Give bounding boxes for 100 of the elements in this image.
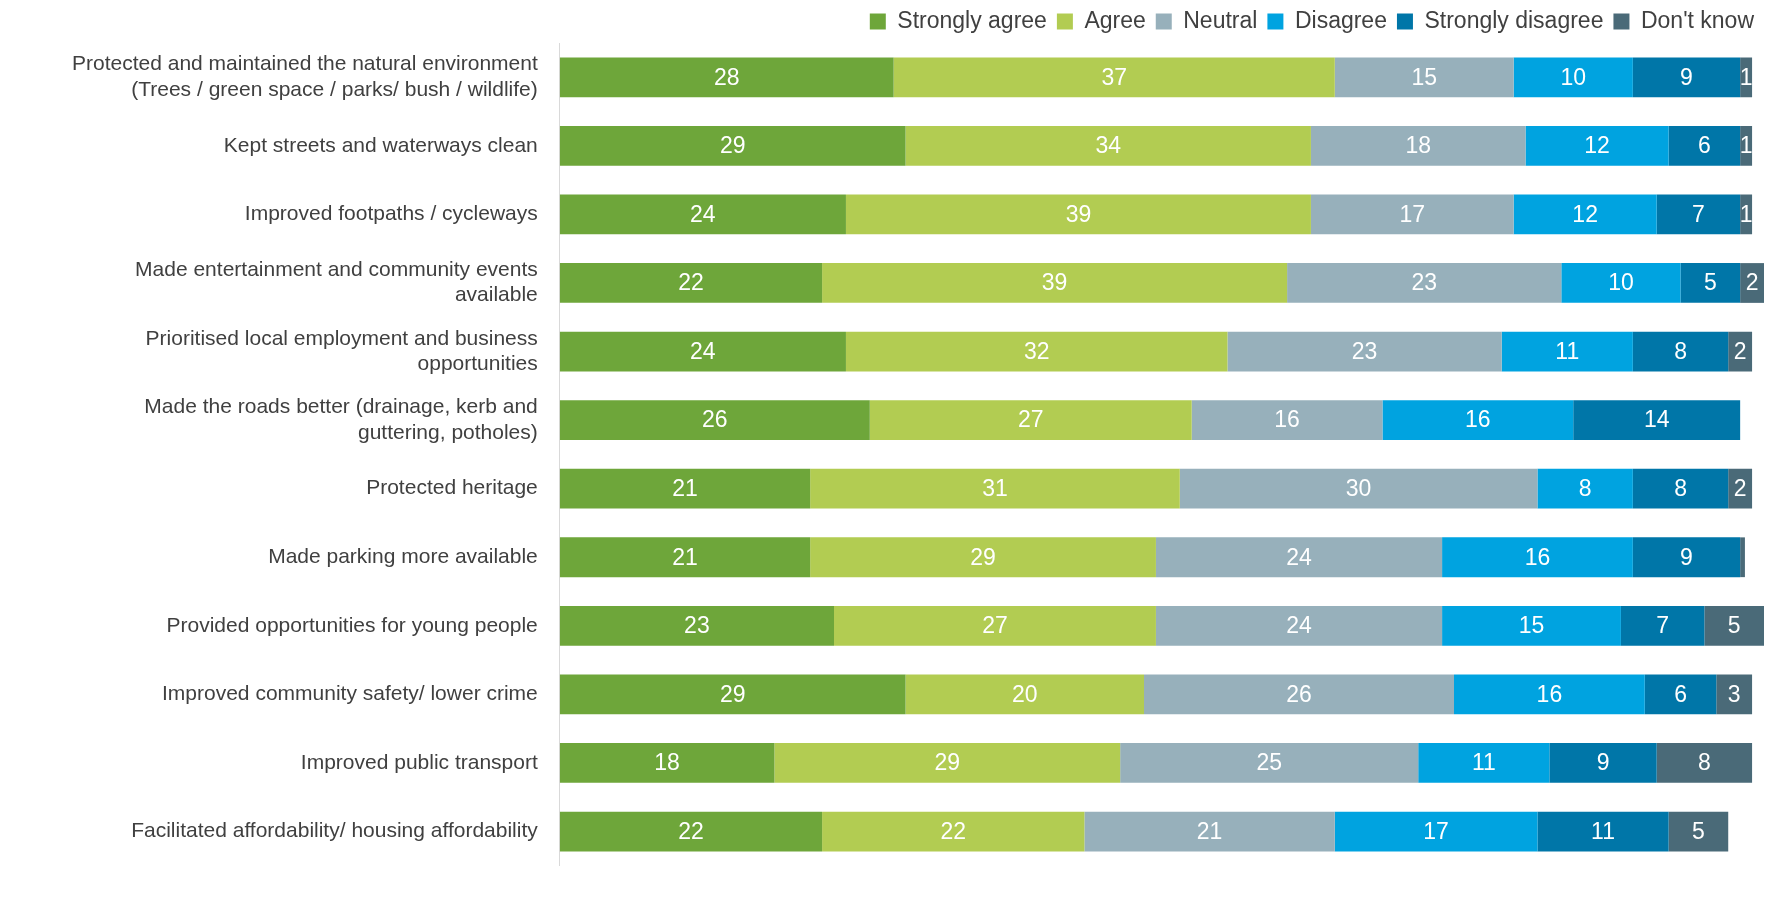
bar [1704, 605, 1764, 646]
bar [1442, 537, 1633, 578]
data-label: 16 [1465, 406, 1491, 433]
data-label: 7 [1656, 612, 1670, 639]
bar [774, 743, 1121, 783]
bar [1144, 674, 1455, 715]
data-label: 29 [934, 749, 961, 776]
data-label: 11 [1591, 817, 1615, 844]
bar [1334, 57, 1514, 98]
y-tick-label: Improved footpaths / cycleways [244, 201, 538, 225]
y-tick-label: Facilitated affordability/ housing affordability [131, 818, 539, 842]
bar [1513, 57, 1633, 98]
data-label: 16 [1524, 543, 1551, 570]
bar [559, 537, 811, 578]
data-label: 37 [1101, 63, 1127, 90]
bar [1382, 400, 1574, 440]
bar [822, 263, 1288, 303]
data-label: 18 [1405, 132, 1432, 159]
data-label: 6 [1674, 680, 1687, 707]
data-label: 21 [672, 475, 698, 502]
data-label: 17 [1423, 817, 1449, 844]
data-label: 24 [690, 337, 716, 364]
bar [1740, 537, 1745, 578]
bar [559, 57, 894, 98]
data-label: 12 [1572, 200, 1598, 227]
data-label: 20 [1011, 680, 1038, 707]
data-label: 29 [719, 680, 746, 707]
bar [869, 400, 1192, 440]
bar [559, 400, 870, 440]
bar [1179, 468, 1538, 509]
data-label: 23 [1351, 337, 1378, 364]
bar [559, 674, 906, 715]
data-label: 34 [1095, 132, 1122, 159]
y-tick-label: Made parking more available [268, 544, 538, 568]
bar [1537, 811, 1669, 852]
bar [1084, 811, 1335, 852]
data-label: 8 [1697, 749, 1711, 776]
data-label: 15 [1411, 63, 1437, 90]
data-label: 26 [1286, 680, 1312, 707]
bar [1525, 125, 1669, 166]
legend-label: Don't know [1640, 6, 1755, 33]
data-label: 30 [1345, 475, 1372, 502]
legend-label: Strongly agree [897, 6, 1047, 33]
bar [1644, 674, 1717, 715]
bar [559, 263, 823, 303]
data-label: 5 [1703, 269, 1717, 296]
data-label: 5 [1692, 817, 1705, 844]
bar [810, 537, 1156, 578]
bar [559, 468, 811, 509]
y-tick-label: Made entertainment and community events available [135, 257, 538, 306]
data-label: 22 [940, 817, 967, 844]
bar [1513, 194, 1657, 235]
bar [1310, 125, 1526, 166]
data-label: 2 [1733, 475, 1747, 502]
bar [1155, 605, 1443, 646]
data-label: 24 [1286, 612, 1312, 639]
bar [822, 811, 1085, 852]
data-label: 10 [1560, 63, 1587, 90]
data-label: 21 [1196, 817, 1223, 844]
bar [1680, 263, 1741, 303]
bar [810, 468, 1180, 509]
bar [1418, 743, 1550, 783]
bar [1287, 263, 1562, 303]
bar [893, 57, 1335, 98]
data-label: 29 [719, 132, 746, 159]
bar [1740, 263, 1764, 303]
bar [1573, 400, 1741, 440]
bar [559, 125, 906, 166]
data-label: 15 [1518, 612, 1545, 639]
bar [1191, 400, 1383, 440]
data-label: 22 [678, 817, 704, 844]
bar [1632, 57, 1741, 98]
legend-label: Agree [1084, 6, 1146, 33]
data-label: 32 [1023, 337, 1050, 364]
data-label: 6 [1697, 132, 1711, 159]
bar [1155, 537, 1443, 578]
data-label: 28 [713, 63, 740, 90]
bar [1632, 537, 1741, 578]
y-tick-label: Prioritised local employment and business opportunities [145, 325, 538, 374]
data-label: 24 [1286, 543, 1312, 570]
bar [1716, 674, 1753, 715]
y-tick-label: Improved community safety/ lower crime [162, 681, 538, 705]
data-label: 16 [1536, 680, 1563, 707]
data-label: 14 [1643, 406, 1670, 433]
data-label: 27 [1017, 406, 1044, 433]
bar [559, 331, 846, 372]
bar [559, 811, 823, 852]
data-label: 21 [672, 543, 698, 570]
data-label: 9 [1680, 63, 1693, 90]
bar [1668, 125, 1741, 166]
bar [905, 125, 1311, 166]
data-label: 39 [1041, 269, 1068, 296]
y-tick-label: Provided opportunities for young people [166, 612, 538, 636]
data-label: 3 [1727, 680, 1741, 707]
bar [845, 331, 1228, 372]
y-tick-label: Protected heritage [366, 475, 538, 499]
bar [1620, 605, 1705, 646]
data-label: 17 [1399, 200, 1426, 227]
data-label: 29 [970, 543, 996, 570]
bar [1632, 468, 1729, 509]
